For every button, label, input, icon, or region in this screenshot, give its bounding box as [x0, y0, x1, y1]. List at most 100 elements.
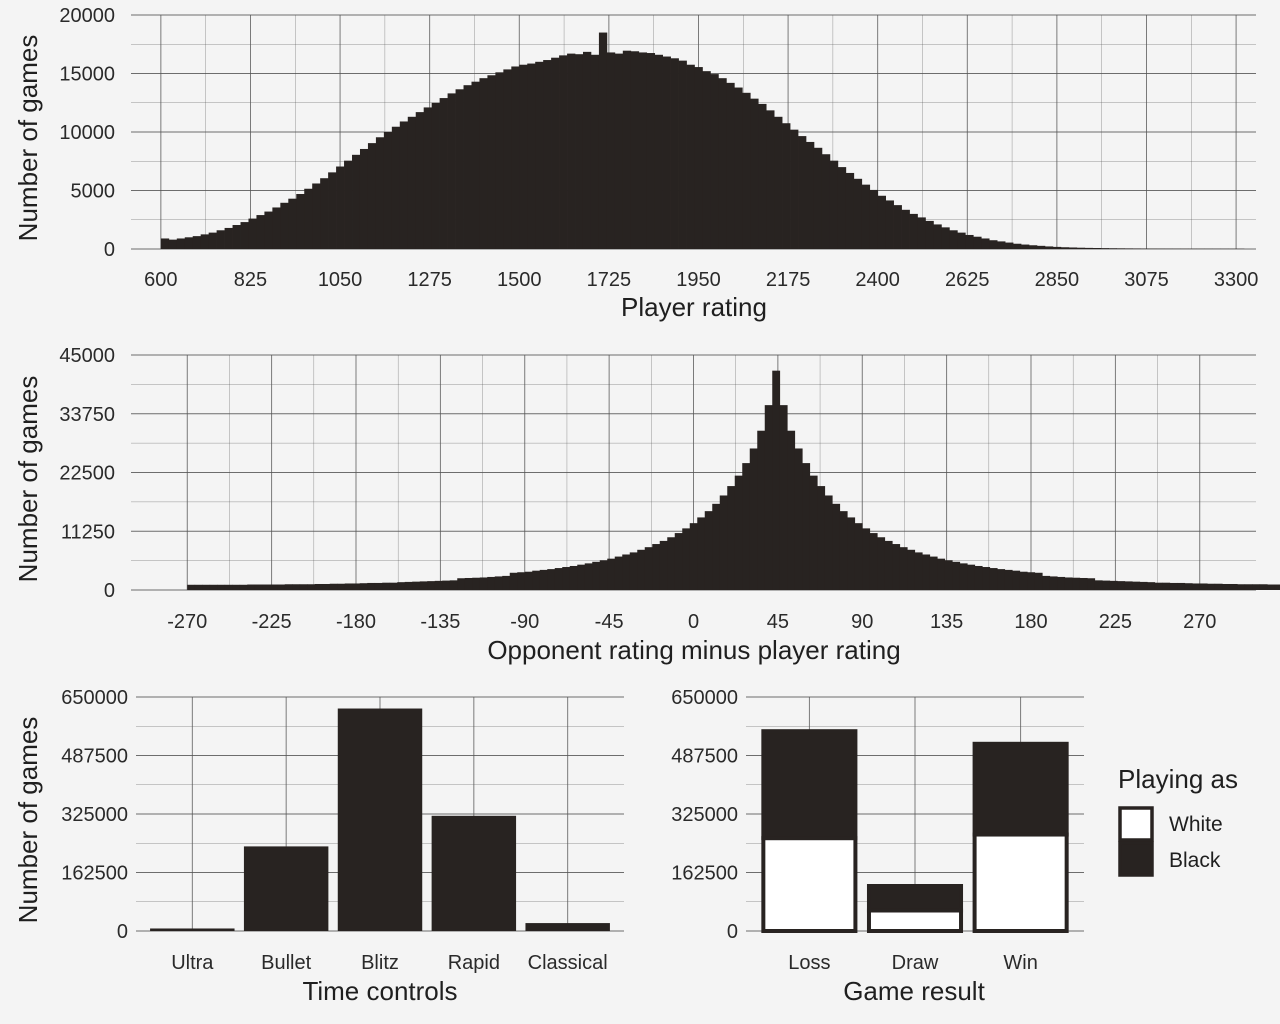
legend-label-white: White [1169, 813, 1223, 836]
histogram-bar [487, 75, 496, 249]
x-tick-label: Win [1003, 952, 1037, 974]
histogram-bar [1004, 569, 1013, 590]
histogram-bar [527, 63, 536, 250]
histogram-bar [239, 584, 248, 590]
histogram-bar [922, 554, 931, 590]
histogram-bar [532, 570, 541, 590]
histogram-bar [630, 51, 640, 249]
histogram-bar [344, 160, 353, 249]
histogram-bar [577, 564, 586, 590]
histogram-bar [336, 166, 345, 249]
histogram-bar [622, 50, 632, 250]
histogram-bar [524, 571, 533, 590]
histogram-bar [1162, 582, 1171, 590]
y-tick-label: 487500 [671, 746, 738, 768]
histogram-bar [981, 238, 990, 249]
histogram-bar [869, 189, 879, 249]
histogram-bar [726, 82, 735, 249]
histogram-bar [861, 184, 871, 249]
histogram-bar [503, 69, 512, 249]
stacked-bar-segment-black [866, 884, 964, 913]
histogram-bar [352, 154, 361, 249]
y-tick-label: 10000 [59, 122, 115, 144]
histogram-bar [509, 572, 518, 590]
histogram-bar [1100, 248, 1110, 249]
histogram-bar [952, 561, 961, 590]
histogram-bar [407, 116, 417, 249]
histogram-bar [1060, 247, 1070, 249]
histogram-bar [782, 123, 791, 249]
histogram-bar [839, 511, 848, 590]
tick-labels: 0 5000 10000 15000 20000 600 825 1050 1275 1500 17… [59, 5, 1258, 291]
histogram-bar [1222, 583, 1231, 590]
histogram-bar [787, 430, 796, 590]
histogram-bar [837, 167, 847, 249]
histogram-bar [719, 495, 728, 590]
histogram-bar [463, 85, 472, 249]
x-tick-label: 2400 [855, 269, 900, 291]
histogram-bar [322, 583, 331, 590]
histogram-bar [569, 565, 578, 590]
x-tick-label: Draw [892, 952, 939, 974]
histogram-bar [965, 234, 974, 249]
x-tick-label: 2175 [766, 269, 811, 291]
histogram-bar [712, 503, 721, 590]
histogram-bar [682, 528, 691, 590]
histogram-bar [1042, 575, 1051, 590]
x-axis-title: Opponent rating minus player rating [487, 635, 900, 665]
histogram-bar [813, 147, 823, 249]
histogram-bar [1177, 582, 1186, 590]
x-tick-label: 600 [144, 269, 177, 291]
histogram-bar [941, 227, 950, 249]
histogram-bar [495, 72, 504, 249]
x-tick-label: 180 [1014, 611, 1047, 633]
panel-game-result: 0 162500 325000 487500 650000 Loss Draw Win Gam… [671, 687, 1084, 1006]
histogram-bar [674, 533, 683, 590]
histogram-bar [464, 577, 473, 590]
histogram-bar [592, 561, 601, 590]
histogram-bar [479, 577, 488, 590]
histogram-bar [1154, 582, 1163, 590]
histogram-bar [352, 583, 361, 590]
histogram-bar [1132, 248, 1141, 249]
histogram-bar [750, 98, 759, 249]
y-tick-label: 162500 [61, 863, 128, 885]
histogram-bar [944, 560, 953, 590]
histogram-bar [1116, 248, 1125, 249]
histogram-bar [638, 52, 648, 249]
panel-time-controls: 0 162500 325000 487500 650000 Ultra Bullet Blit… [13, 687, 624, 1006]
legend-label-black: Black [1169, 849, 1221, 872]
histogram-bar [704, 511, 713, 590]
histogram-bar [1084, 247, 1094, 249]
x-tick-label: 1500 [497, 269, 542, 291]
x-tick-label: Classical [528, 952, 608, 974]
histogram-bar [949, 230, 958, 249]
histogram-bar [854, 523, 863, 590]
histogram-bar [1214, 583, 1223, 590]
x-tick-label: 3300 [1214, 269, 1259, 291]
histogram-bar [997, 569, 1006, 590]
x-tick-label: 0 [688, 611, 699, 633]
histogram-bar [694, 67, 703, 249]
x-tick-label: Blitz [361, 952, 399, 974]
histogram-bar [412, 581, 421, 590]
histogram-bar [194, 584, 203, 590]
x-tick-label: Bullet [261, 952, 311, 974]
histogram-bar [367, 143, 377, 249]
histogram-bar [689, 523, 698, 590]
histogram-bar [718, 78, 727, 250]
x-tick-label: 2625 [945, 269, 990, 291]
histogram-bar [209, 584, 218, 590]
histogram-bar [248, 218, 257, 249]
histogram-bar [622, 554, 631, 590]
histogram-bar [375, 137, 385, 249]
histogram-bar [686, 64, 695, 249]
histogram-bar [269, 584, 278, 590]
histogram-bar [494, 576, 503, 590]
x-axis-title: Player rating [621, 292, 767, 322]
histogram-bar [806, 141, 815, 249]
histogram-bar [1229, 583, 1238, 590]
histogram-bar [431, 102, 440, 249]
histogram-bar [749, 448, 758, 590]
histogram-bar [917, 217, 926, 249]
